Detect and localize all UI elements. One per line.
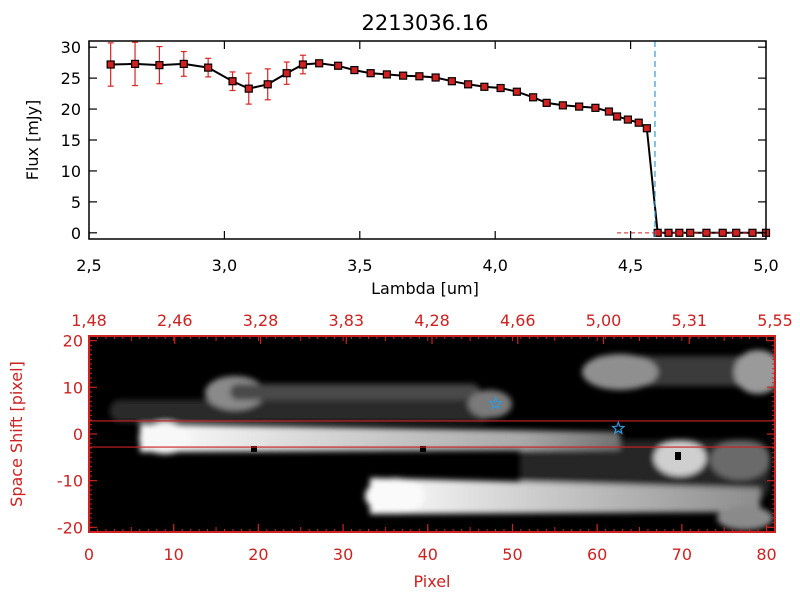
data-point-marker bbox=[464, 80, 473, 89]
source-markers bbox=[488, 396, 626, 435]
data-point-marker bbox=[612, 112, 622, 121]
spectrum-x-axis-label: Lambda [um] bbox=[371, 279, 479, 298]
data-point-marker bbox=[334, 61, 343, 70]
pixel-tick-label: 20 bbox=[248, 545, 268, 564]
pixel-tick-label: 50 bbox=[502, 545, 522, 564]
pixel-tick-label: 60 bbox=[587, 545, 607, 564]
space-shift-tick-label: -10 bbox=[57, 472, 83, 491]
star-icon bbox=[488, 396, 503, 410]
data-point-marker bbox=[282, 69, 291, 78]
wavelength-top-ticks: 1,48 2,46 3,28 3,83 4,28 4,66 5,00 5,31 5,55 bbox=[71, 311, 793, 344]
pixel-tick-label: 80 bbox=[756, 545, 776, 564]
pixel-tick-label: 0 bbox=[84, 545, 94, 564]
y-tick-label: 20 bbox=[61, 100, 81, 119]
wavelength-tick-label: 4,28 bbox=[414, 311, 450, 330]
data-point-marker bbox=[634, 118, 643, 127]
data-point-marker bbox=[366, 69, 375, 78]
data-point-marker bbox=[315, 59, 324, 68]
data-point-marker bbox=[244, 84, 253, 93]
data-point-marker bbox=[130, 59, 140, 68]
data-point-marker bbox=[447, 77, 456, 86]
data-point-marker bbox=[496, 83, 505, 93]
x-tick-label: 2,5 bbox=[76, 256, 101, 275]
y-tick-label: 30 bbox=[61, 38, 81, 57]
space-shift-y-ticks: -20 -10 0 10 20 bbox=[57, 332, 775, 537]
data-point-marker bbox=[263, 80, 272, 89]
data-point-marker bbox=[591, 103, 600, 112]
y-tick-label: 15 bbox=[61, 131, 81, 150]
data-point-marker bbox=[558, 101, 568, 110]
chart-title: 2213036.16 bbox=[362, 11, 489, 35]
data-point-marker bbox=[623, 115, 632, 124]
data-point-marker bbox=[155, 61, 164, 70]
data-point-marker bbox=[350, 65, 359, 75]
data-point-marker bbox=[604, 107, 614, 116]
space-shift-tick-label: 20 bbox=[63, 332, 83, 351]
y-tick-label: 25 bbox=[61, 69, 81, 88]
pixel-tick-label: 70 bbox=[672, 545, 692, 564]
y-tick-label: 0 bbox=[71, 224, 81, 243]
spectral-image-plot: 0 10 20 30 40 50 60 70 80 -20 -10 0 10 20 1,48 2,46 3,… bbox=[7, 311, 793, 591]
flux-series-line bbox=[110, 62, 766, 234]
spectrum-plot-frame bbox=[88, 40, 767, 240]
data-point-marker bbox=[399, 71, 408, 80]
wavelength-tick-label: 5,31 bbox=[671, 311, 707, 330]
spectrum-plot: 2213036.16 2,5 3,0 3,5 4,0 4,5 5,0 0 5 10 15 20 25… bbox=[23, 11, 779, 298]
space-shift-tick-label: 10 bbox=[63, 378, 83, 397]
data-point-marker bbox=[512, 87, 521, 96]
wavelength-tick-label: 5,55 bbox=[757, 311, 793, 330]
spectrum-y-ticks: 0 5 10 15 20 25 30 bbox=[61, 38, 766, 243]
y-tick-label: 10 bbox=[61, 162, 81, 181]
wavelength-tick-label: 4,66 bbox=[500, 311, 536, 330]
pixel-x-axis-label: Pixel bbox=[413, 572, 450, 591]
data-point-marker bbox=[415, 72, 424, 81]
flux-markers bbox=[106, 59, 771, 237]
space-shift-tick-label: 0 bbox=[73, 425, 83, 444]
x-tick-label: 4,5 bbox=[618, 256, 643, 275]
spectral-image bbox=[89, 336, 775, 532]
wavelength-tick-label: 3,83 bbox=[328, 311, 364, 330]
spectrum-y-axis-label: Flux [mJy] bbox=[23, 100, 42, 181]
wavelength-tick-label: 1,48 bbox=[71, 311, 107, 330]
data-point-marker bbox=[529, 93, 538, 102]
spectrum-x-ticks: 2,5 3,0 3,5 4,0 4,5 5,0 bbox=[76, 41, 779, 275]
error-bars bbox=[107, 41, 650, 131]
data-point-marker bbox=[431, 73, 440, 82]
pixel-tick-label: 10 bbox=[164, 545, 184, 564]
x-tick-label: 3,0 bbox=[212, 256, 237, 275]
y-tick-label: 5 bbox=[71, 193, 81, 212]
wavelength-tick-label: 2,46 bbox=[157, 311, 193, 330]
pixel-x-ticks: 0 10 20 30 40 50 60 70 80 bbox=[84, 336, 777, 564]
data-point-marker bbox=[480, 82, 489, 91]
x-tick-label: 3,5 bbox=[347, 256, 372, 275]
x-tick-label: 5,0 bbox=[753, 256, 778, 275]
data-point-marker bbox=[642, 124, 651, 133]
star-icon bbox=[611, 420, 626, 435]
wavelength-tick-label: 3,28 bbox=[243, 311, 279, 330]
pixel-tick-label: 40 bbox=[418, 545, 438, 564]
data-point-marker bbox=[542, 98, 551, 107]
data-point-marker bbox=[106, 60, 115, 69]
data-point-marker bbox=[179, 59, 188, 68]
wavelength-tick-label: 5,00 bbox=[586, 311, 622, 330]
data-point-marker bbox=[382, 70, 391, 79]
x-tick-label: 4,0 bbox=[482, 256, 507, 275]
space-shift-tick-label: -20 bbox=[57, 518, 83, 537]
space-shift-y-axis-label: Space Shift [pixel] bbox=[7, 361, 26, 507]
data-point-marker bbox=[228, 77, 237, 86]
data-point-marker bbox=[575, 102, 584, 111]
data-point-marker bbox=[298, 60, 308, 69]
data-point-marker bbox=[204, 63, 213, 72]
pixel-tick-label: 30 bbox=[333, 545, 353, 564]
